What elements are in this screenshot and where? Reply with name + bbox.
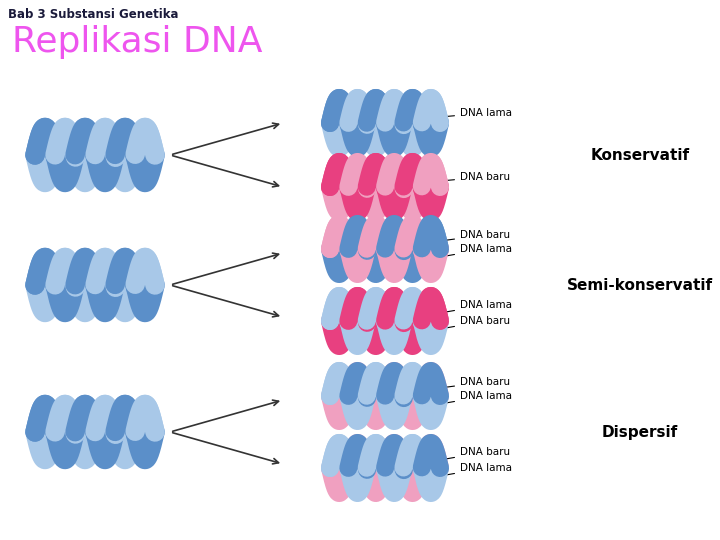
Text: Semi-konservatif: Semi-konservatif — [567, 278, 713, 293]
Text: DNA baru: DNA baru — [443, 377, 510, 388]
Text: Replikasi DNA: Replikasi DNA — [12, 25, 263, 59]
Text: DNA baru: DNA baru — [443, 230, 510, 241]
Text: DNA lama: DNA lama — [443, 391, 512, 403]
Text: DNA lama: DNA lama — [443, 108, 512, 118]
Text: Konservatif: Konservatif — [590, 147, 690, 163]
Text: Dispersif: Dispersif — [602, 424, 678, 440]
Text: DNA lama: DNA lama — [443, 463, 512, 476]
Text: DNA baru: DNA baru — [443, 172, 510, 182]
Text: DNA baru: DNA baru — [443, 316, 510, 328]
Text: DNA baru: DNA baru — [443, 447, 510, 460]
Text: Bab 3 Substansi Genetika: Bab 3 Substansi Genetika — [8, 8, 179, 21]
Text: DNA lama: DNA lama — [443, 300, 512, 313]
Text: DNA lama: DNA lama — [443, 244, 512, 256]
